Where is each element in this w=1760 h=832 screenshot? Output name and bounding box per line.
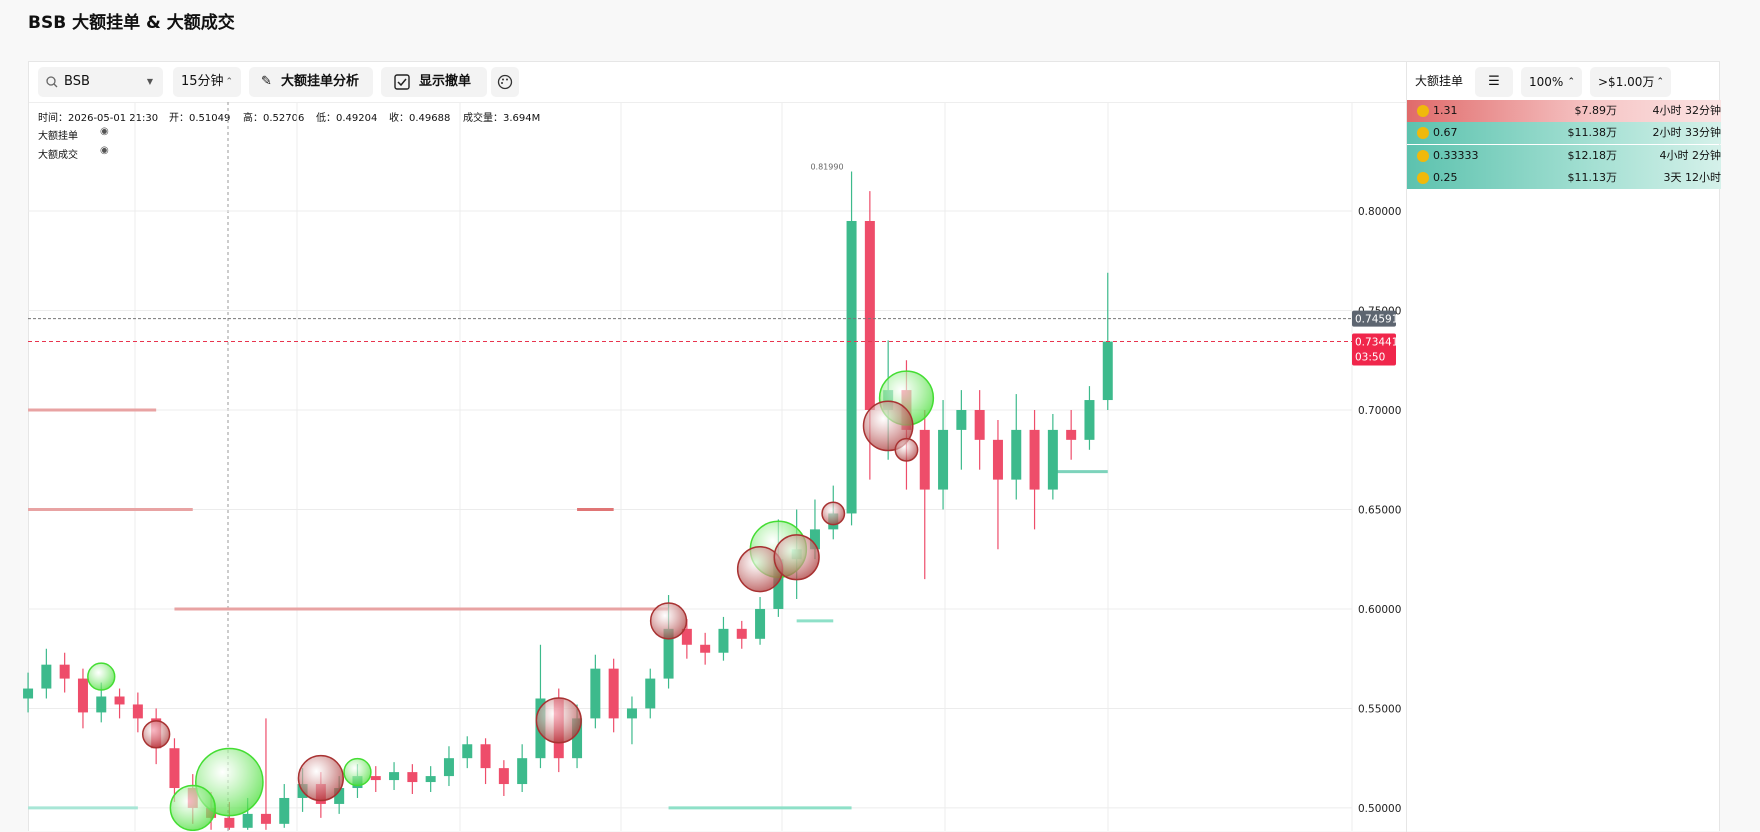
- checkbox: [394, 74, 410, 90]
- amount: $11.38万: [1567, 126, 1618, 140]
- show-cancel-toggle[interactable]: 显示撤单: [381, 67, 487, 97]
- order-row[interactable]: 0.25 $11.13万 3天 12小时: [1407, 167, 1722, 190]
- order-panel: 大额挂单 ☰ 100% ⌃ >$1.00万 ⌃ 1.31 $7.89万 4小时 32分钟…: [1406, 62, 1721, 832]
- palette-icon: [497, 74, 513, 90]
- age: 2小时 33分钟: [1652, 126, 1722, 140]
- coin-icon: [1417, 149, 1429, 162]
- filter-button[interactable]: ☰: [1475, 67, 1513, 97]
- eye-icon[interactable]: ◉: [100, 126, 109, 137]
- price: 0.67: [1433, 126, 1458, 140]
- age: 4小时 2分钟: [1659, 148, 1722, 162]
- threshold-select[interactable]: >$1.00万 ⌃: [1590, 67, 1671, 97]
- symbol: BSB: [64, 74, 90, 89]
- legend-item[interactable]: 大额挂单: [38, 131, 78, 142]
- info-time: 时间：2026-05-01 21:30: [38, 113, 159, 124]
- info-open: 开：0.51049: [169, 113, 231, 124]
- percent: 100%: [1529, 75, 1564, 89]
- interval-select[interactable]: 15分钟 ⌃: [173, 67, 241, 97]
- amount: $12.18万: [1567, 148, 1618, 162]
- percent-select[interactable]: 100% ⌃: [1521, 67, 1582, 97]
- legend-item[interactable]: 大额成交: [38, 150, 78, 161]
- price: 1.31: [1433, 104, 1458, 117]
- age: 3天 12小时: [1663, 171, 1722, 185]
- dropdown-icon: ▼: [146, 77, 153, 86]
- info-volume: 成交量：3.694M: [463, 113, 541, 124]
- search-icon: [46, 76, 58, 88]
- info-low: 低：0.49204: [316, 113, 378, 124]
- page-title: BSB 大额挂单 & 大额成交: [28, 13, 235, 33]
- price: 0.25: [1433, 171, 1458, 185]
- toolbar: BSB ▼ 15分钟 ⌃ ✎ 大额挂单分析 显示撤单: [29, 62, 1406, 103]
- show-cancel-label: 显示撤单: [419, 74, 472, 89]
- analysis-label: 大额挂单分析: [281, 74, 360, 89]
- panel-title: 大额挂单: [1415, 74, 1464, 88]
- order-row[interactable]: 1.31 $7.89万 4小时 32分钟: [1407, 100, 1721, 122]
- age: 4小时 32分钟: [1652, 104, 1722, 117]
- info-close: 收：0.49688: [389, 113, 451, 124]
- order-row[interactable]: 0.67 $11.38万 2小时 33分钟: [1407, 122, 1722, 145]
- main-panel: BSB ▼ 15分钟 ⌃ ✎ 大额挂单分析 显示撤单 大额挂单 ☰ 100% ⌃ >$…: [28, 61, 1721, 832]
- coin-icon: [1417, 172, 1429, 185]
- order-row[interactable]: 0.33333 $12.18万 4小时 2分钟: [1407, 144, 1722, 167]
- symbol-search[interactable]: BSB ▼: [38, 67, 163, 97]
- amount: $11.13万: [1567, 171, 1618, 185]
- coin-icon: [1417, 127, 1429, 140]
- analysis-button[interactable]: ✎ 大额挂单分析: [249, 67, 373, 97]
- price: 0.33333: [1433, 148, 1479, 162]
- eye-icon[interactable]: ◉: [100, 145, 109, 156]
- interval: 15分钟: [181, 74, 224, 89]
- coin-icon: [1417, 105, 1429, 117]
- threshold: >$1.00万: [1598, 75, 1655, 89]
- amount: $7.89万: [1574, 104, 1618, 117]
- info-high: 高：0.52706: [243, 113, 305, 124]
- color-button[interactable]: [491, 67, 519, 97]
